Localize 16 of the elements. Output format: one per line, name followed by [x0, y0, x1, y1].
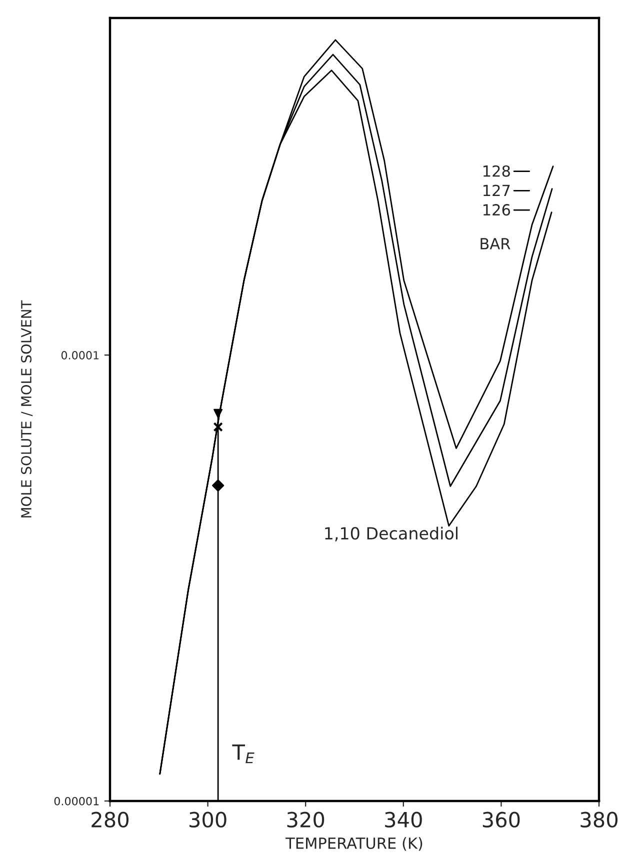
x-tick-label: 320: [287, 812, 324, 828]
x-tick-label: 340: [385, 812, 422, 828]
annotation: BAR: [480, 238, 510, 250]
x-tick-label: 280: [92, 812, 128, 828]
y-tick-label: 0.00001: [54, 796, 99, 806]
y-tick-label: 0.0001: [61, 351, 99, 360]
x-axis-title: TEMPERATURE (K): [286, 837, 422, 851]
legend-label: 127: [484, 184, 510, 196]
annotation: 1,10 Decanediol: [325, 526, 458, 542]
legend-label: 128: [484, 165, 510, 177]
x-tick-label: 300: [190, 812, 226, 828]
x-tick-label: 360: [482, 812, 520, 828]
legend-label: 126: [484, 204, 510, 216]
annotation: T$_{E}$: [232, 744, 254, 764]
y-axis-title: MOLE SOLUTE / MOLE SOLVENT: [20, 300, 33, 518]
x-tick-label: 380: [580, 812, 618, 828]
